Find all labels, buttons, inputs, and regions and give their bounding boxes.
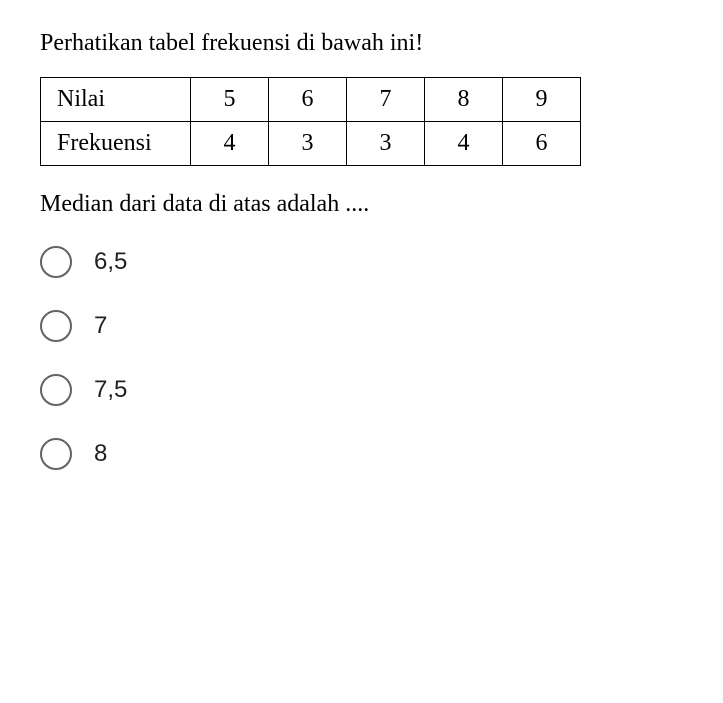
frequency-table: Nilai 5 6 7 8 9 Frekuensi 4 3 3 4 6 [40,77,581,166]
option-label: 6,5 [94,248,127,276]
row-label-frekuensi: Frekuensi [41,122,191,166]
option-label: 7 [94,312,107,340]
option-label: 8 [94,440,107,468]
table-cell: 8 [425,78,503,122]
radio-icon[interactable] [40,374,72,406]
option-b[interactable]: 7 [40,310,683,342]
radio-icon[interactable] [40,438,72,470]
table-row: Nilai 5 6 7 8 9 [41,78,581,122]
option-a[interactable]: 6,5 [40,246,683,278]
row-label-nilai: Nilai [41,78,191,122]
option-d[interactable]: 8 [40,438,683,470]
question-text: Median dari data di atas adalah .... [40,191,683,218]
table-cell: 5 [191,78,269,122]
table-cell: 4 [191,122,269,166]
instruction-text: Perhatikan tabel frekuensi di bawah ini! [40,30,683,57]
table-cell: 4 [425,122,503,166]
table-cell: 3 [269,122,347,166]
table-cell: 3 [347,122,425,166]
table-cell: 6 [503,122,581,166]
radio-icon[interactable] [40,246,72,278]
table-cell: 9 [503,78,581,122]
table-row: Frekuensi 4 3 3 4 6 [41,122,581,166]
table-cell: 6 [269,78,347,122]
radio-icon[interactable] [40,310,72,342]
option-c[interactable]: 7,5 [40,374,683,406]
option-label: 7,5 [94,376,127,404]
table-cell: 7 [347,78,425,122]
